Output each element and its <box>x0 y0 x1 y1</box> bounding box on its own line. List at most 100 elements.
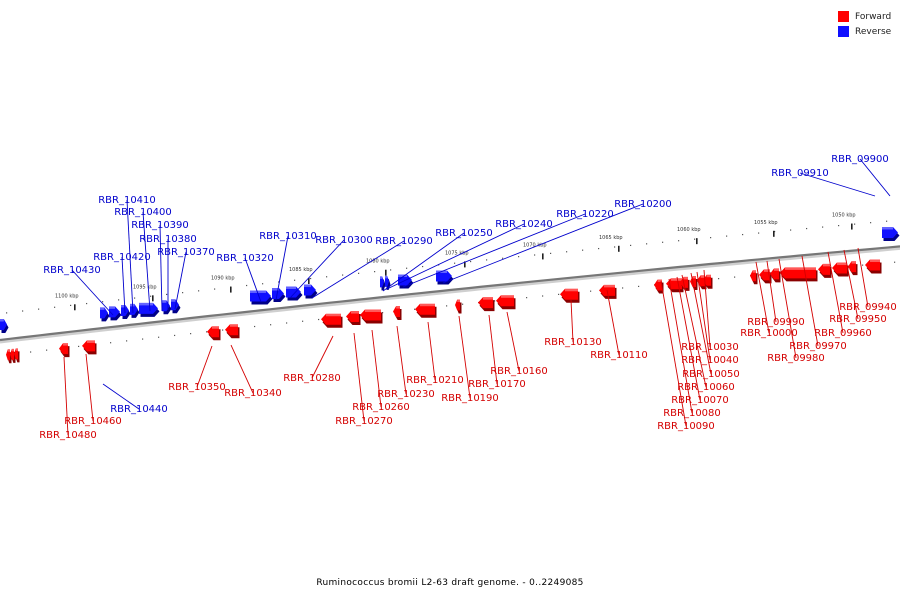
forward-gene-label: RBR_09980 <box>767 258 825 364</box>
gene-label-text: RBR_10390 <box>131 220 189 231</box>
forward-gene-label: RBR_10090 <box>657 280 715 432</box>
gene-label-text: RBR_09910 <box>771 168 829 179</box>
backbone-shadow <box>0 246 900 344</box>
reverse-gene-label: RBR_10430 <box>43 265 114 316</box>
gene-label-text: RBR_10420 <box>93 252 151 263</box>
reverse-gene <box>882 226 900 241</box>
reverse-gene <box>130 303 140 318</box>
forward-gene-label: RBR_09950 <box>829 249 887 325</box>
forward-gene <box>346 311 361 326</box>
reverse-gene-label: RBR_09900 <box>831 154 891 197</box>
gene-label-text: RBR_10070 <box>671 395 729 406</box>
forward-gene <box>321 313 343 328</box>
forward-gene-label: RBR_10350 <box>168 345 226 393</box>
forward-gene-label: RBR_10260 <box>352 329 410 413</box>
legend-reverse-label: Reverse <box>855 26 892 37</box>
reverse-gene <box>250 290 273 305</box>
forward-gene <box>207 326 221 341</box>
gene-label-text: RBR_10000 <box>740 328 798 339</box>
forward-gene <box>82 340 97 355</box>
forward-gene <box>225 324 240 339</box>
scale-tick: 1070 kbp <box>523 242 547 260</box>
forward-gene <box>360 309 383 324</box>
forward-gene-label: RBR_10480 <box>39 356 97 441</box>
forward-gene <box>415 303 437 318</box>
gene-label-text: RBR_10410 <box>98 195 156 206</box>
legend-reverse: Reverse <box>838 24 891 39</box>
scale-tick: 1090 kbp <box>211 276 235 293</box>
forward-gene-label: RBR_10230 <box>377 325 435 400</box>
scale-tick: 1080 kbp <box>366 259 390 276</box>
gene-label-text: RBR_10310 <box>259 231 317 242</box>
gene-label-text: RBR_10290 <box>375 236 433 247</box>
reverse-gene-label: RBR_10440 <box>102 383 168 415</box>
reverse-gene <box>286 286 303 301</box>
gene-label-text: RBR_10230 <box>377 389 435 400</box>
scale-tick-label: 1060 kbp <box>677 227 701 233</box>
forward-gene-label: RBR_09940 <box>839 247 897 313</box>
scale-tick-label: 1080 kbp <box>366 259 390 265</box>
gene-label-text: RBR_10160 <box>490 366 548 377</box>
forward-gene-label: RBR_10030 <box>681 269 739 353</box>
gene-label-text: RBR_10380 <box>139 234 197 245</box>
scale-tick: 1095 kbp <box>133 284 157 302</box>
gene-label-text: RBR_10400 <box>114 207 172 218</box>
scale-tick: 1075 kbp <box>445 250 469 268</box>
forward-gene-label: RBR_10190 <box>441 315 499 404</box>
reverse-gene <box>398 274 414 289</box>
reverse-gene <box>304 284 318 299</box>
reverse-gene <box>162 300 172 315</box>
reverse-gene <box>272 288 286 303</box>
forward-gene <box>455 299 462 314</box>
forward-swatch <box>838 11 849 22</box>
forward-gene-label: RBR_09990 <box>747 260 805 328</box>
forward-gene <box>393 306 402 321</box>
legend-forward: Forward <box>838 9 891 24</box>
forward-gene <box>865 259 882 274</box>
reverse-gene-label: RBR_09910 <box>771 168 876 197</box>
reverse-gene-label: RBR_10300 <box>289 235 373 299</box>
gene-label-text: RBR_10030 <box>681 342 739 353</box>
forward-gene <box>666 278 684 293</box>
forward-gene-label: RBR_09960 <box>814 251 872 339</box>
reverse-gene <box>380 276 386 291</box>
reverse-gene-label: RBR_10410 <box>98 195 156 314</box>
gene-label-text: RBR_10130 <box>544 337 602 348</box>
forward-track-dots <box>6 220 888 314</box>
forward-gene-label: RBR_10210 <box>406 321 464 386</box>
reverse-swatch <box>838 26 849 37</box>
reverse-gene-label: RBR_10320 <box>216 253 274 303</box>
gene-label-text: RBR_10040 <box>681 355 739 366</box>
forward-gene-label: RBR_10050 <box>682 272 740 380</box>
reverse-gene-label: RBR_10400 <box>114 207 172 312</box>
genome-caption: Ruminococcus bromii L2-63 draft genome. … <box>316 578 584 588</box>
forward-gene <box>750 270 758 285</box>
reverse-gene <box>171 299 181 314</box>
gene-label-text: RBR_10460 <box>64 416 122 427</box>
scale-tick-label: 1055 kbp <box>754 220 778 226</box>
reverse-gene-label: RBR_10390 <box>131 220 189 312</box>
gene-label-text: RBR_09970 <box>789 341 847 352</box>
scale-tick: 1065 kbp <box>599 235 623 252</box>
reverse-gene-label: RBR_10290 <box>311 236 433 299</box>
gene-label-text: RBR_10240 <box>495 219 553 230</box>
reverse-gene-label: RBR_10240 <box>386 219 553 290</box>
forward-gene <box>496 295 516 310</box>
reverse-gene-label: RBR_10220 <box>402 209 614 288</box>
scale-tick-label: 1100 kbp <box>55 293 79 299</box>
scale-tick: 1100 kbp <box>55 293 79 311</box>
scale-tick-label: 1095 kbp <box>133 284 157 290</box>
scale-tick-label: 1050 kbp <box>832 213 856 219</box>
forward-gene <box>832 262 849 277</box>
forward-gene <box>818 263 832 278</box>
gene-label-text: RBR_10320 <box>216 253 274 264</box>
genome-backbone <box>0 245 900 342</box>
forward-gene <box>14 348 20 363</box>
gene-label-text: RBR_09900 <box>831 154 889 165</box>
reverse-gene-label: RBR_10380 <box>139 234 197 310</box>
gene-label-text: RBR_10250 <box>435 228 493 239</box>
gene-label-text: RBR_10200 <box>614 199 672 210</box>
forward-gene <box>848 261 858 276</box>
forward-gene-label: RBR_10280 <box>283 335 341 384</box>
reverse-gene-label: RBR_10420 <box>93 252 151 314</box>
